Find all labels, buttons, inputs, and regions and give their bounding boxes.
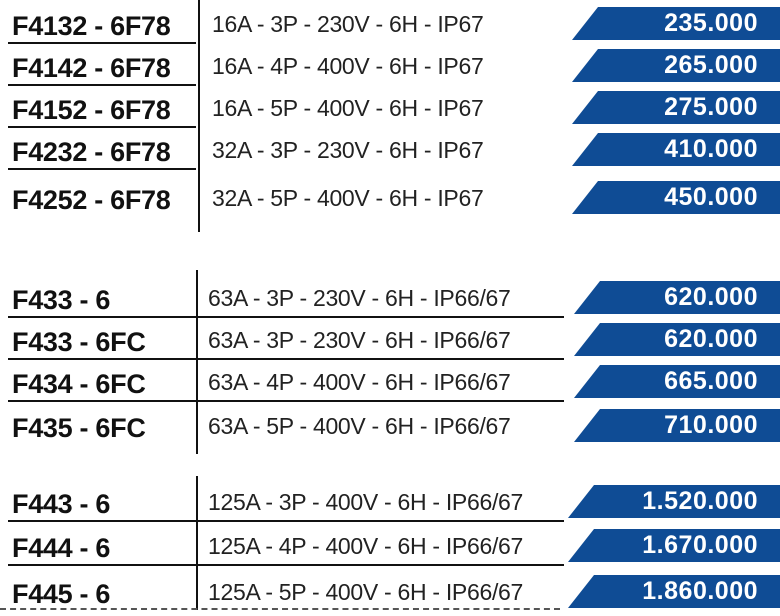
price-badge: 450.000 bbox=[572, 181, 780, 214]
column-divider bbox=[196, 476, 198, 610]
price-badge: 265.000 bbox=[572, 49, 780, 82]
product-spec: 125A - 5P - 400V - 6H - IP66/67 bbox=[208, 579, 524, 605]
code-underline bbox=[8, 168, 196, 170]
product-code: F4132 - 6F78 bbox=[12, 11, 171, 41]
product-code: F433 - 6FC bbox=[12, 327, 146, 357]
product-spec: 16A - 3P - 230V - 6H - IP67 bbox=[212, 11, 484, 37]
product-spec: 125A - 4P - 400V - 6H - IP66/67 bbox=[208, 533, 524, 559]
column-divider bbox=[196, 270, 198, 454]
code-underline bbox=[8, 400, 564, 402]
product-code: F4232 - 6F78 bbox=[12, 137, 171, 167]
price-badge: 620.000 bbox=[574, 323, 780, 356]
price-badge: 620.000 bbox=[574, 281, 780, 314]
code-underline bbox=[8, 564, 564, 566]
dashed-divider bbox=[0, 608, 560, 610]
product-spec: 16A - 4P - 400V - 6H - IP67 bbox=[212, 53, 484, 79]
price-badge: 275.000 bbox=[572, 91, 780, 124]
product-code: F444 - 6 bbox=[12, 533, 111, 563]
price-badge: 1.520.000 bbox=[568, 485, 780, 518]
price-badge: 710.000 bbox=[574, 409, 780, 442]
table-row: F445 - 6 125A - 5P - 400V - 6H - IP66/67… bbox=[0, 568, 780, 612]
table-row: F443 - 6 125A - 3P - 400V - 6H - IP66/67… bbox=[0, 478, 780, 522]
product-code: F4252 - 6F78 bbox=[12, 185, 171, 215]
product-code: F445 - 6 bbox=[12, 579, 111, 609]
price-badge: 665.000 bbox=[574, 365, 780, 398]
product-code: F4142 - 6F78 bbox=[12, 53, 171, 83]
product-spec: 16A - 5P - 400V - 6H - IP67 bbox=[212, 95, 484, 121]
code-underline bbox=[8, 316, 564, 318]
code-underline bbox=[8, 126, 196, 128]
table-row: F4132 - 6F78 16A - 3P - 230V - 6H - IP67… bbox=[0, 0, 780, 44]
code-underline bbox=[8, 358, 564, 360]
table-row: F4252 - 6F78 32A - 5P - 400V - 6H - IP67… bbox=[0, 174, 780, 218]
product-spec: 63A - 3P - 230V - 6H - IP66/67 bbox=[208, 327, 511, 353]
table-row: F433 - 6 63A - 3P - 230V - 6H - IP66/67 … bbox=[0, 274, 780, 318]
code-underline bbox=[8, 42, 196, 44]
price-badge: 1.860.000 bbox=[568, 575, 780, 608]
table-row: F435 - 6FC 63A - 5P - 400V - 6H - IP66/6… bbox=[0, 402, 780, 446]
product-code: F433 - 6 bbox=[12, 285, 111, 315]
product-code: F434 - 6FC bbox=[12, 369, 146, 399]
code-underline bbox=[8, 520, 564, 522]
price-badge: 235.000 bbox=[572, 7, 780, 40]
product-spec: 32A - 5P - 400V - 6H - IP67 bbox=[212, 185, 484, 211]
table-row: F4232 - 6F78 32A - 3P - 230V - 6H - IP67… bbox=[0, 126, 780, 170]
table-row: F4142 - 6F78 16A - 4P - 400V - 6H - IP67… bbox=[0, 42, 780, 86]
price-badge: 1.670.000 bbox=[568, 529, 780, 562]
product-spec: 32A - 3P - 230V - 6H - IP67 bbox=[212, 137, 484, 163]
product-code: F443 - 6 bbox=[12, 489, 111, 519]
product-code: F435 - 6FC bbox=[12, 413, 146, 443]
table-row: F444 - 6 125A - 4P - 400V - 6H - IP66/67… bbox=[0, 522, 780, 566]
column-divider bbox=[198, 0, 200, 232]
table-row: F434 - 6FC 63A - 4P - 400V - 6H - IP66/6… bbox=[0, 358, 780, 402]
table-row: F433 - 6FC 63A - 3P - 230V - 6H - IP66/6… bbox=[0, 316, 780, 360]
product-spec: 63A - 3P - 230V - 6H - IP66/67 bbox=[208, 285, 511, 311]
product-spec: 63A - 4P - 400V - 6H - IP66/67 bbox=[208, 369, 511, 395]
code-underline bbox=[8, 84, 196, 86]
product-spec: 63A - 5P - 400V - 6H - IP66/67 bbox=[208, 413, 511, 439]
table-row: F4152 - 6F78 16A - 5P - 400V - 6H - IP67… bbox=[0, 84, 780, 128]
price-badge: 410.000 bbox=[572, 133, 780, 166]
product-code: F4152 - 6F78 bbox=[12, 95, 171, 125]
product-spec: 125A - 3P - 400V - 6H - IP66/67 bbox=[208, 489, 524, 515]
